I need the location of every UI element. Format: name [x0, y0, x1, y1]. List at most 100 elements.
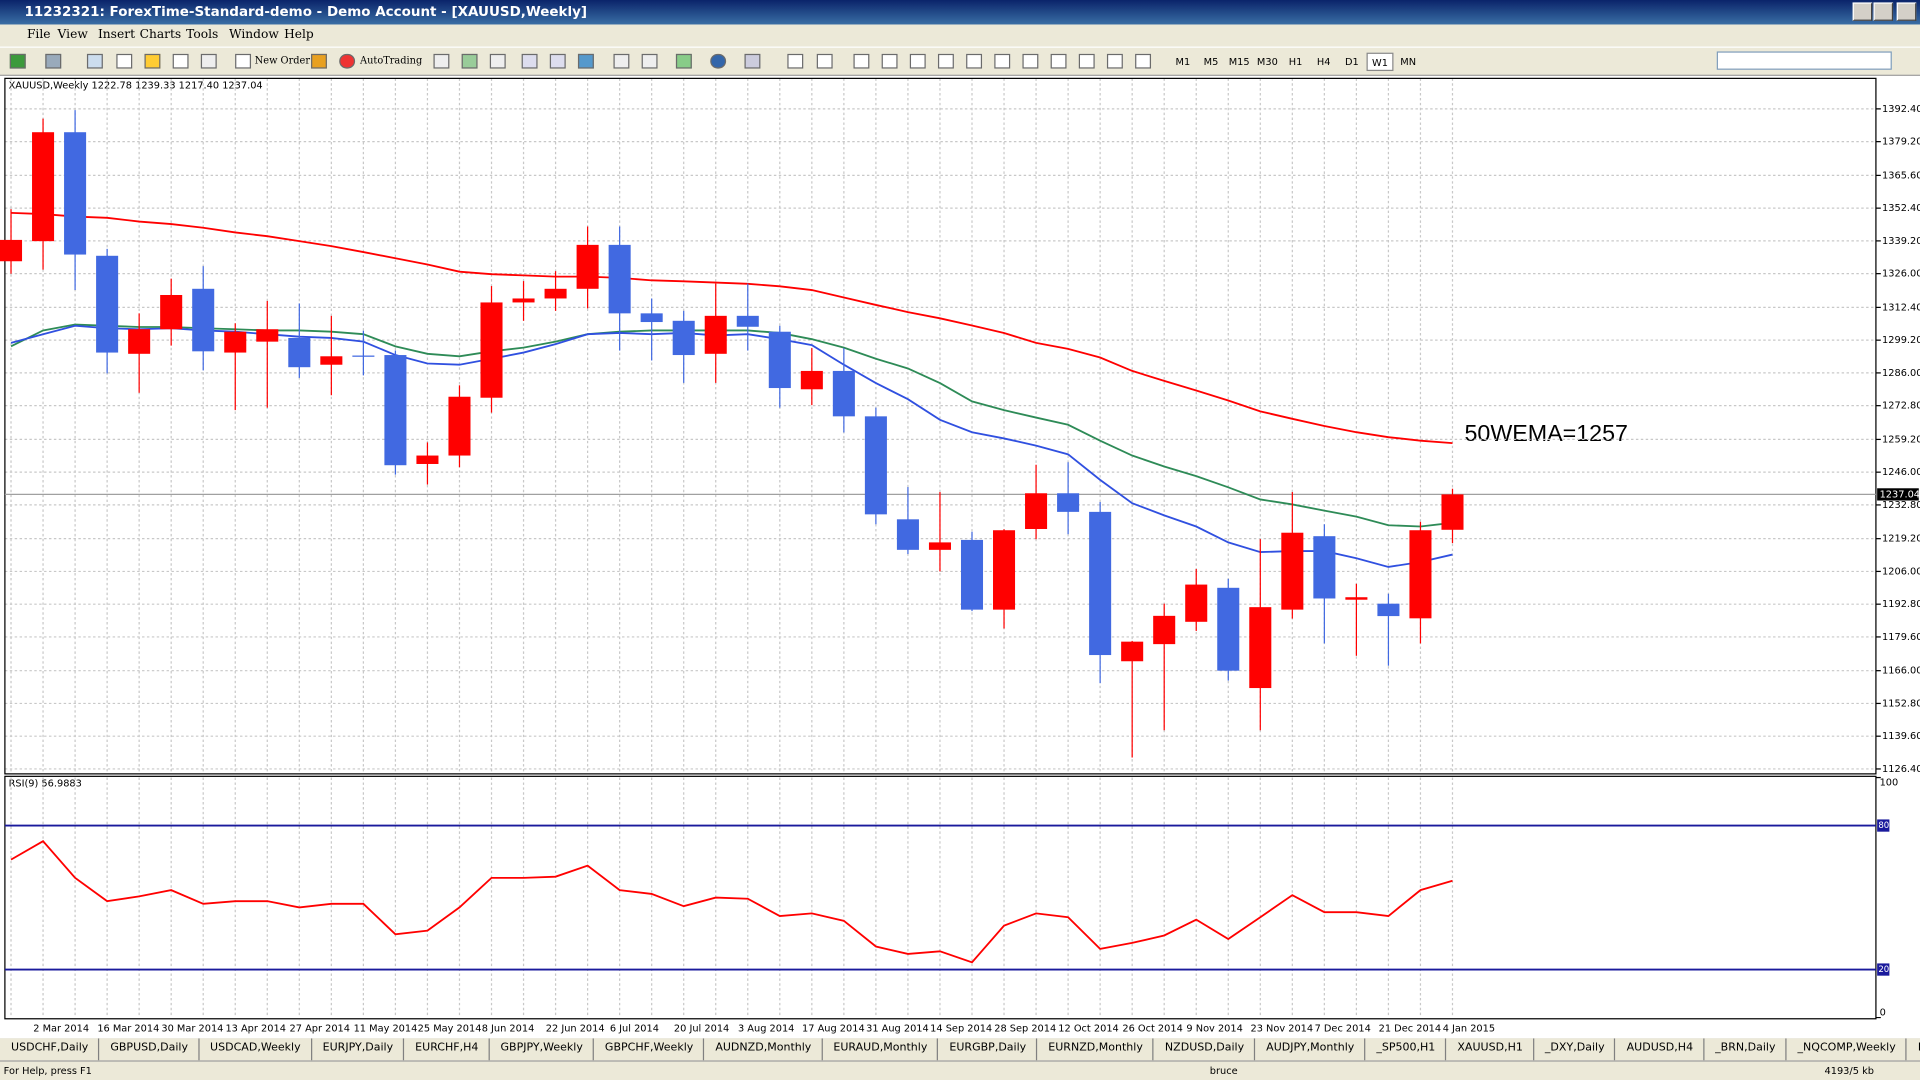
new-chart-icon[interactable] — [9, 53, 26, 69]
new-order-button[interactable]: New Order — [254, 55, 311, 67]
y-tick-label: 1286.00 — [1882, 368, 1920, 379]
crosshair-icon[interactable] — [816, 53, 833, 69]
cursor-icon[interactable] — [787, 53, 804, 69]
close-button[interactable] — [1896, 2, 1917, 21]
scroll-icon[interactable] — [613, 53, 630, 69]
window-title: 11232321: ForexTime-Standard-demo - Demo… — [24, 3, 588, 20]
candle-body — [864, 416, 887, 515]
gann-icon[interactable] — [1050, 53, 1067, 69]
candle-body — [0, 239, 23, 262]
vline-icon[interactable] — [853, 53, 870, 69]
x-tick-label: 8 Jun 2014 — [482, 1024, 535, 1035]
fibo-time-icon[interactable] — [1106, 53, 1123, 69]
y-tick-label: 1179.60 — [1882, 632, 1920, 643]
menu-item[interactable]: Window — [228, 28, 279, 42]
chart-header: XAUUSD,Weekly 1222.78 1239.33 1217.40 12… — [9, 81, 263, 92]
annotation: 50WEMA=1257 — [1464, 420, 1628, 446]
timeframe-button[interactable]: MN — [1400, 56, 1417, 68]
chart-tab[interactable]: USDCHF,Daily — [0, 1038, 100, 1061]
menu-item[interactable]: View — [57, 28, 88, 42]
chart-tabs: USDCHF,Daily GBPUSD,Daily USDCAD,Weekly EUR… — [0, 1038, 1920, 1061]
menu-item[interactable]: Charts — [139, 28, 182, 42]
zoom-out-icon[interactable] — [549, 53, 566, 69]
periods-icon[interactable] — [710, 53, 727, 69]
restore-button[interactable] — [1873, 2, 1894, 21]
zoom-in-icon[interactable] — [521, 53, 538, 69]
timeframe-button[interactable]: W1 — [1366, 52, 1394, 72]
candle-body — [1153, 615, 1176, 645]
label-icon[interactable] — [1022, 53, 1039, 69]
minimize-button[interactable] — [1852, 2, 1873, 21]
menu-item[interactable]: File — [26, 28, 51, 42]
timeframe-button[interactable]: M5 — [1203, 56, 1219, 68]
fibo-icon[interactable] — [966, 53, 983, 69]
y-tick-label: 1259.20 — [1882, 434, 1920, 445]
navigator-icon[interactable] — [144, 53, 161, 69]
chart-tab[interactable]: EURGBP,Daily — [938, 1038, 1038, 1061]
text-icon[interactable] — [994, 53, 1011, 69]
chart-tab[interactable]: EURJPY,Daily — [312, 1038, 405, 1061]
hline-icon[interactable] — [881, 53, 898, 69]
trendline-icon[interactable] — [909, 53, 926, 69]
chart-tab[interactable]: NZDUSD,Daily — [1154, 1038, 1256, 1061]
chart-tab[interactable]: AUDUSD,H4 — [1616, 1038, 1705, 1061]
price-label-box — [1877, 488, 1919, 501]
candle-body — [800, 370, 823, 390]
chart-tab[interactable]: EURNZD,Monthly — [1037, 1038, 1154, 1061]
menu-item[interactable]: Help — [284, 28, 314, 42]
timeframe-button[interactable]: H1 — [1288, 56, 1303, 68]
candle-body — [768, 331, 791, 389]
chart-tab[interactable]: AUDNZD,Monthly — [704, 1038, 823, 1061]
chart-tab[interactable]: _NQCOMP,Weekly — [1787, 1038, 1907, 1061]
candle-chart-icon[interactable] — [461, 53, 478, 69]
candle-body — [1313, 536, 1336, 599]
chart-tab[interactable]: EURCHF,H4 — [404, 1038, 490, 1061]
autotrading-icon[interactable] — [339, 53, 356, 69]
profiles-icon[interactable] — [45, 53, 62, 69]
data-window-icon[interactable] — [116, 53, 133, 69]
timeframe-button[interactable]: H4 — [1316, 56, 1331, 68]
menu-item[interactable]: Tools — [186, 28, 219, 42]
timeframe-button[interactable]: M15 — [1228, 56, 1250, 68]
chart-tab[interactable]: GBPUSD,Daily — [99, 1038, 200, 1061]
chart-tab[interactable]: AUDJPY,Monthly — [1255, 1038, 1366, 1061]
chart-tab[interactable]: _SP500,H1 — [1365, 1038, 1447, 1061]
timeframe-button[interactable]: D1 — [1344, 56, 1359, 68]
candle-body — [544, 288, 567, 299]
chart-tab[interactable]: EURAUD,Monthly — [822, 1038, 939, 1061]
candle-body — [736, 315, 759, 327]
channel-icon[interactable] — [937, 53, 954, 69]
new-order-icon[interactable] — [235, 53, 252, 69]
tester-icon[interactable] — [200, 53, 217, 69]
x-tick-label: 30 Mar 2014 — [161, 1024, 223, 1035]
moving-average-line — [10, 324, 1453, 568]
y-tick-label: 1139.60 — [1882, 731, 1920, 742]
autotrading-button[interactable]: AutoTrading — [360, 55, 423, 67]
rsi-level-box — [1877, 819, 1890, 832]
chart-tab[interactable]: GBPJPY,Weekly — [489, 1038, 594, 1061]
timeframe-button[interactable]: M1 — [1175, 56, 1191, 68]
tile-icon[interactable] — [577, 53, 594, 69]
indicators-icon[interactable] — [675, 53, 692, 69]
candle-body — [832, 370, 855, 417]
search-box[interactable] — [1716, 51, 1892, 70]
arrows-icon[interactable] — [1135, 53, 1152, 69]
chart-tab[interactable]: USDCAD,Weekly — [199, 1038, 312, 1061]
templates-icon[interactable] — [744, 53, 761, 69]
chart-tab[interactable]: XAUUSD,H1 — [1446, 1038, 1534, 1061]
market-watch-icon[interactable] — [86, 53, 103, 69]
chart-tab[interactable]: GBPCHF,Weekly — [594, 1038, 705, 1061]
experts-icon[interactable] — [311, 53, 327, 69]
chart-tab[interactable]: EURUSD,Daily — [1907, 1038, 1920, 1060]
bar-chart-icon[interactable] — [433, 53, 450, 69]
line-chart-icon[interactable] — [489, 53, 506, 69]
fibo-fan-icon[interactable] — [1078, 53, 1095, 69]
menu-item[interactable]: Insert — [97, 28, 135, 42]
rsi-line — [10, 839, 1453, 964]
shift-icon[interactable] — [641, 53, 658, 69]
terminal-icon[interactable] — [172, 53, 189, 69]
y-tick-label: 1206.00 — [1882, 566, 1920, 577]
chart-tab[interactable]: _BRN,Daily — [1704, 1038, 1787, 1061]
chart-tab[interactable]: _DXY,Daily — [1534, 1038, 1616, 1061]
timeframe-button[interactable]: M30 — [1256, 56, 1278, 68]
